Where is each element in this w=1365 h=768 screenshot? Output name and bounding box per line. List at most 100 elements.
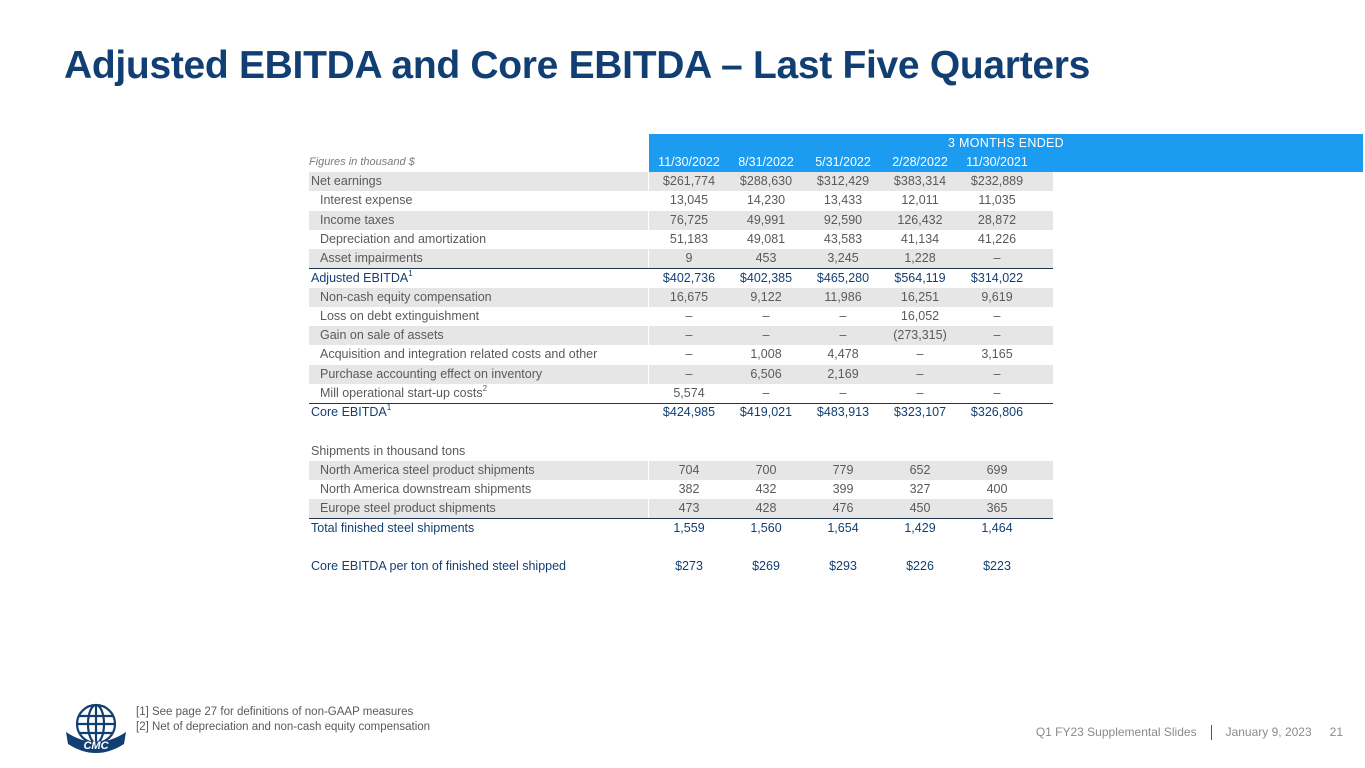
column-header: 11/30/2021 xyxy=(966,155,1028,169)
table-cell: 428 xyxy=(755,501,777,516)
footnote: [2] Net of depreciation and non-cash equ… xyxy=(136,721,431,733)
row-label: Net earnings xyxy=(311,174,382,188)
table-cell: 41,134 xyxy=(900,231,940,246)
table-cell: 699 xyxy=(986,462,1008,477)
table-cell: 3,165 xyxy=(981,347,1013,362)
row-label: Acquisition and integration related cost… xyxy=(320,347,598,362)
table-row: Purchase accounting effect on inventory –… xyxy=(309,364,1053,384)
table-cell: $269 xyxy=(752,559,780,573)
footer-divider xyxy=(1210,725,1212,741)
table-cell: – xyxy=(916,347,924,362)
table-cell: $273 xyxy=(675,559,703,573)
table-cell: 28,872 xyxy=(977,212,1017,227)
table-cell: $465,280 xyxy=(816,271,870,286)
table-cell: 13,433 xyxy=(823,193,863,208)
presentation-date: January 9, 2023 xyxy=(1225,725,1312,739)
table-cell: 76,725 xyxy=(669,212,709,227)
table-cell: 704 xyxy=(678,462,700,477)
table-row: Loss on debt extinguishment – – – 16,052 – xyxy=(309,307,1053,326)
table-cell: $419,021 xyxy=(739,405,793,419)
table-cell: – xyxy=(762,308,770,323)
table-cell: $312,429 xyxy=(816,174,870,188)
table-row xyxy=(309,538,1053,557)
table-cell: 1,464 xyxy=(981,520,1013,535)
page-title: Adjusted EBITDA and Core EBITDA – Last F… xyxy=(64,44,1091,87)
table-cell: 11,035 xyxy=(978,193,1016,208)
table-cell: 779 xyxy=(832,462,854,477)
table-cell: 1,429 xyxy=(904,520,936,535)
table-cell: 5,574 xyxy=(673,385,705,400)
table-cell: 14,230 xyxy=(746,193,786,208)
table-cell: – xyxy=(685,347,693,362)
table-cell: – xyxy=(993,308,1001,323)
table-row: Core EBITDA per ton of finished steel sh… xyxy=(309,557,1053,576)
table-row: Shipments in thousand tons xyxy=(309,442,1053,461)
row-label: Asset impairments xyxy=(320,251,423,265)
table-cell: – xyxy=(762,328,770,342)
table-cell: 6,506 xyxy=(750,366,782,381)
row-label: North America downstream shipments xyxy=(320,482,532,496)
table-cell: – xyxy=(993,251,1001,265)
table-cell: 453 xyxy=(755,251,777,265)
table-row: Mill operational start-up costs2 5,574 – – –… xyxy=(309,384,1053,404)
table-cell: 51,183 xyxy=(669,231,709,246)
table-cell: – xyxy=(916,366,924,381)
table-cell: (273,315) xyxy=(893,328,947,342)
table-cell: 399 xyxy=(832,482,854,496)
table-cell: $424,985 xyxy=(662,405,716,419)
row-label: Income taxes xyxy=(320,212,395,227)
table-cell: – xyxy=(993,366,1001,381)
table-cell: – xyxy=(685,366,693,381)
row-label: Core EBITDA per ton of finished steel sh… xyxy=(311,559,567,573)
row-label: Purchase accounting effect on inventory xyxy=(320,366,543,381)
table-cell: $226 xyxy=(906,559,934,573)
row-label: North America steel product shipments xyxy=(320,462,535,477)
row-label: Core EBITDA1 xyxy=(311,402,392,419)
table-row: Depreciation and amortization 51,183 49,08… xyxy=(309,230,1053,249)
column-headers: 11/30/2022 8/31/2022 5/31/2022 2/28/2022… xyxy=(649,153,1363,172)
table-cell: – xyxy=(993,328,1001,342)
table-cell: 3,245 xyxy=(827,251,859,265)
table-row: Europe steel product shipments 473 428 476 4… xyxy=(309,499,1053,520)
row-label: Depreciation and amortization xyxy=(320,231,487,246)
table-cell: $223 xyxy=(983,559,1011,573)
cmc-globe-logo: CMC xyxy=(66,703,126,753)
table-row: North America steel product shipments 704… xyxy=(309,460,1053,480)
deck-name: Q1 FY23 Supplemental Slides xyxy=(1035,725,1197,739)
footnote: [1] See page 27 for definitions of non-G… xyxy=(136,706,414,718)
table-row: Core EBITDA1 $424,985 $419,021 $483,913 $323… xyxy=(309,403,1053,422)
table-caption: Figures in thousand $ xyxy=(309,156,415,168)
table-cell: 2,169 xyxy=(827,366,859,381)
table-cell: $483,913 xyxy=(816,405,870,419)
row-label: Gain on sale of assets xyxy=(320,328,444,342)
table-cell: 9,619 xyxy=(981,289,1013,304)
row-label: Mill operational start-up costs2 xyxy=(320,383,488,400)
table-cell: – xyxy=(685,308,693,323)
row-label: Non-cash equity compensation xyxy=(320,289,492,304)
table-cell: 1,654 xyxy=(827,520,859,535)
table-cell: – xyxy=(839,328,847,342)
table-cell: 92,590 xyxy=(823,212,863,227)
table-cell: 9 xyxy=(685,251,693,265)
table-row: Total finished steel shipments 1,559 1,560… xyxy=(309,519,1053,538)
table-cell: 1,559 xyxy=(673,520,705,535)
table-cell: 1,008 xyxy=(750,347,782,362)
table-cell: – xyxy=(762,385,770,400)
table-cell: $323,107 xyxy=(893,405,947,419)
table-cell: 16,251 xyxy=(900,289,940,304)
table-cell: $314,022 xyxy=(970,271,1024,286)
logo-text: CMC xyxy=(83,740,109,752)
row-label: Shipments in thousand tons xyxy=(311,443,466,458)
slide-footer: Q1 FY23 Supplemental Slides January 9, 20… xyxy=(1035,725,1343,741)
table-cell: $293 xyxy=(829,559,857,573)
table-cell: 1,560 xyxy=(750,520,782,535)
table-cell: 43,583 xyxy=(823,231,863,246)
table-cell: $564,119 xyxy=(894,271,946,286)
table-cell: $326,806 xyxy=(970,405,1024,419)
table-cell: $383,314 xyxy=(893,174,947,188)
row-label: Loss on debt extinguishment xyxy=(320,308,480,323)
footnote-ref: 2 xyxy=(482,383,488,393)
footnote-ref: 1 xyxy=(386,402,392,412)
table-row: Interest expense 13,045 14,230 13,433 12,011… xyxy=(309,191,1053,210)
column-header: 2/28/2022 xyxy=(892,155,948,169)
